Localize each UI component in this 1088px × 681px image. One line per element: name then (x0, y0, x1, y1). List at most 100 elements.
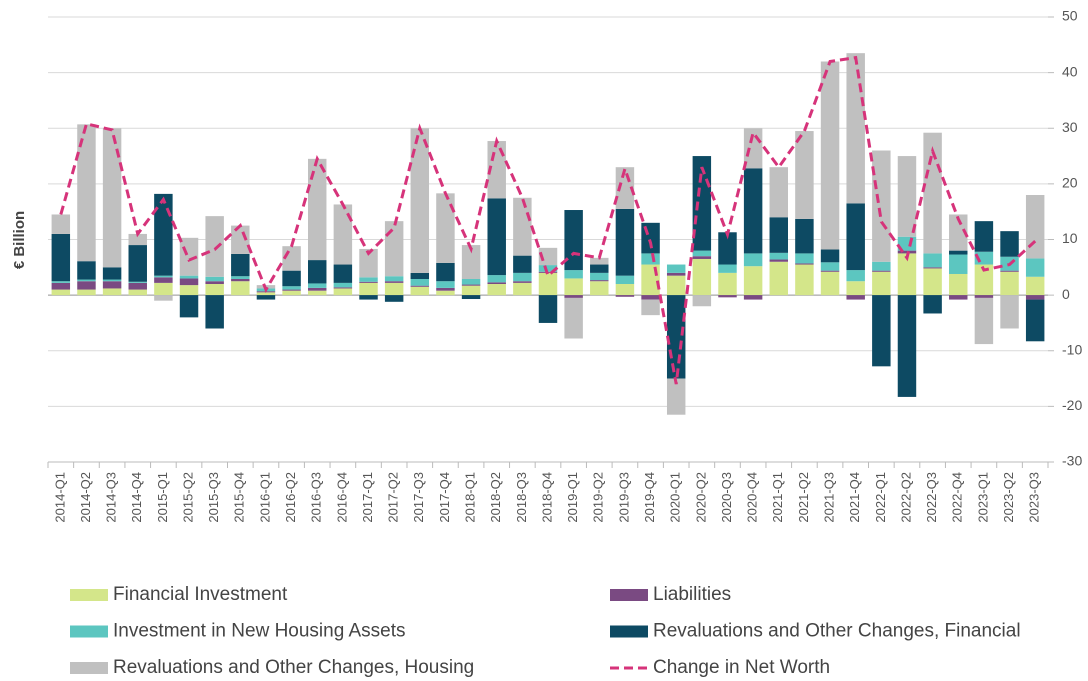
x-tick-label: 2014-Q1 (52, 472, 67, 523)
x-tick-label: 2020-Q2 (693, 472, 708, 523)
bar-segment (128, 281, 147, 283)
bar-segment (436, 193, 455, 263)
bar-segment (461, 278, 481, 285)
bar-segment (333, 288, 353, 296)
bar-segment (564, 210, 583, 271)
bar-segment (564, 270, 583, 279)
x-tick-label: 2016-Q4 (334, 472, 349, 523)
x-tick-label: 2019-Q3 (616, 472, 631, 523)
x-tick-label: 2018-Q1 (463, 472, 478, 523)
bar-segment (641, 253, 660, 265)
bar-segment (179, 275, 199, 279)
bar-segment (51, 281, 71, 283)
bar-segment (590, 272, 609, 281)
bar-segment (615, 208, 635, 276)
x-tick-label: 2018-Q2 (488, 472, 503, 523)
bar-segment (77, 281, 96, 290)
legend-swatch (70, 625, 108, 638)
bar-segment (872, 295, 891, 367)
bar-segment (769, 252, 788, 260)
bar-segment (949, 214, 968, 251)
bar-segment (410, 128, 430, 273)
y-tick-label: -20 (1062, 397, 1082, 413)
bar-segment (923, 295, 942, 314)
x-tick-label: 2023-Q1 (975, 472, 990, 523)
bar-segment (77, 261, 96, 280)
bar-segment (179, 285, 199, 296)
bar-segment (846, 203, 865, 271)
bar-segment (487, 282, 506, 284)
y-tick-label: 30 (1062, 119, 1078, 135)
bar-segment (795, 131, 814, 219)
bar-segment (923, 132, 942, 254)
bar-segment (77, 124, 96, 262)
bar-segment (820, 249, 840, 263)
bar-segment (51, 214, 71, 234)
legend-swatch (70, 662, 108, 674)
bar-segment (1000, 295, 1019, 329)
bar-segment (461, 245, 481, 279)
bar-segment (846, 281, 865, 296)
bar-segment (1025, 295, 1045, 300)
bar-segment (102, 128, 122, 268)
legend-label: Revaluations and Other Changes, Housing (113, 657, 474, 678)
bar-segment (949, 273, 968, 296)
bar-segment (154, 193, 173, 276)
bar-segment (436, 290, 455, 296)
y-tick-label: 40 (1062, 63, 1078, 79)
y-tick-label: -10 (1062, 341, 1082, 357)
bar-segment (333, 264, 353, 283)
bar-segment (1000, 270, 1019, 272)
bar-segment (718, 264, 737, 273)
x-tick-label: 2021-Q3 (821, 472, 836, 523)
x-tick-label: 2022-Q4 (950, 472, 965, 523)
bar-segment (615, 284, 635, 296)
bar-segment (308, 158, 327, 261)
bar-segment (102, 267, 122, 280)
bar-segment (769, 217, 788, 253)
bar-segment (795, 264, 814, 296)
bar-segment (513, 255, 532, 273)
bar-segment (384, 295, 404, 302)
bar-segment (743, 266, 763, 296)
legend-label: Liabilities (653, 584, 731, 605)
bar-segment (231, 278, 250, 282)
bar-segment (308, 260, 327, 284)
y-tick-label: 20 (1062, 175, 1078, 191)
bar-segment (820, 262, 840, 271)
x-tick-label: 2022-Q3 (924, 472, 939, 523)
bar-segment (769, 259, 788, 262)
bar-segment (384, 276, 404, 282)
x-tick-label: 2014-Q3 (104, 472, 119, 523)
legend-swatch (610, 625, 648, 638)
y-axis-label: € Billion (11, 211, 28, 269)
bar-segment (641, 264, 660, 296)
x-tick-label: 2015-Q4 (232, 472, 247, 523)
bar-segment (769, 261, 788, 296)
y-tick-label: -30 (1062, 453, 1082, 469)
bar-segment (820, 61, 840, 250)
bar-segment (231, 281, 250, 296)
y-tick-label: 10 (1062, 230, 1078, 246)
bar-segment (872, 271, 891, 296)
x-tick-label: 2016-Q3 (309, 472, 324, 523)
bar-segment (666, 378, 686, 415)
bar-segment (282, 270, 301, 287)
bar-segment (846, 270, 865, 282)
bar-segment (949, 250, 968, 255)
bar-segment (641, 299, 660, 316)
bar-segment (795, 263, 814, 265)
bar-segment (308, 290, 327, 296)
bar-segment (872, 150, 891, 262)
bar-segment (923, 253, 942, 268)
bar-segment (846, 53, 865, 204)
bar-segment (359, 295, 378, 300)
x-tick-label: 2019-Q1 (565, 472, 580, 523)
x-tick-label: 2021-Q1 (770, 472, 785, 523)
bar-segment (795, 253, 814, 264)
legend-label: Change in Net Worth (653, 657, 830, 678)
x-tick-label: 2017-Q3 (411, 472, 426, 523)
bar-segment (615, 275, 635, 284)
bar-segment (487, 275, 506, 283)
x-tick-label: 2017-Q1 (360, 472, 375, 523)
